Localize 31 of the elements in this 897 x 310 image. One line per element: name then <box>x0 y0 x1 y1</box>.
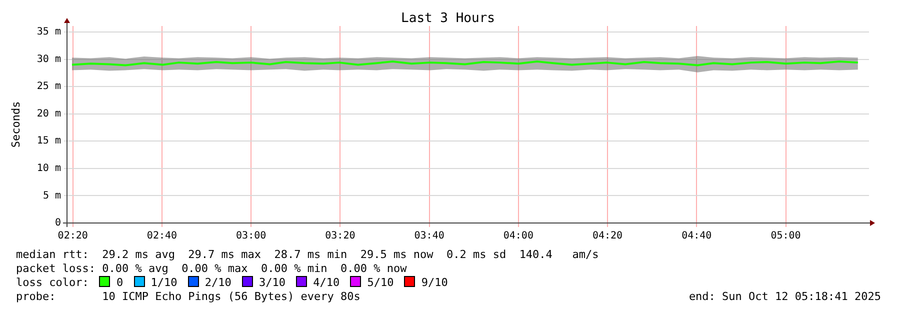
text: packet loss: 0.00 % avg 0.00 % max 0.00 % min 0.00 % now <box>16 262 407 275</box>
x-tick-label: 02:20 <box>58 230 88 242</box>
x-tick-label: 04:20 <box>592 230 623 242</box>
x-tick-label: 03:20 <box>325 230 356 242</box>
x-tick-label: 02:40 <box>146 230 178 242</box>
y-tick-label: 35 m <box>36 26 61 38</box>
y-tick-label: 30 m <box>36 54 61 65</box>
legend-label: 5/10 <box>367 276 394 289</box>
y-tick-label: 0 <box>54 218 61 229</box>
x-tick-label: 03:40 <box>414 230 444 242</box>
x-tick-label: 05:00 <box>770 230 801 242</box>
y-tick-label: 15 m <box>36 136 61 147</box>
text: median rtt: 29.2 ms avg 29.7 ms max 28.7 ms min 29.5 ms now 0.2 ms sd 140.4 am/s <box>16 248 599 261</box>
y-tick-label: 10 m <box>36 163 61 174</box>
chart-title: Last 3 Hours <box>401 10 495 26</box>
legend-label: 0 <box>116 276 124 289</box>
y-axis-title: Seconds <box>9 101 22 148</box>
text: end: Sun Oct 12 05:18:41 2025 <box>688 290 881 303</box>
legend-title: loss color: <box>16 276 89 289</box>
x-tick-label: 04:00 <box>503 230 534 242</box>
x-tick-label: 03:00 <box>236 230 266 242</box>
legend-label: 2/10 <box>204 276 232 289</box>
x-tick-label: 04:40 <box>682 230 712 242</box>
legend-label: 3/10 <box>258 276 286 289</box>
legend-label: 9/10 <box>421 276 448 289</box>
y-tick-label: 25 m <box>36 81 61 92</box>
legend-label: 4/10 <box>313 276 340 289</box>
legend-label: 1/10 <box>150 276 178 289</box>
y-tick-label: 20 m <box>36 108 61 120</box>
text: probe: 10 ICMP Echo Pings (56 Bytes) every 80s <box>16 290 360 303</box>
y-tick-label: 5 m <box>42 190 61 202</box>
